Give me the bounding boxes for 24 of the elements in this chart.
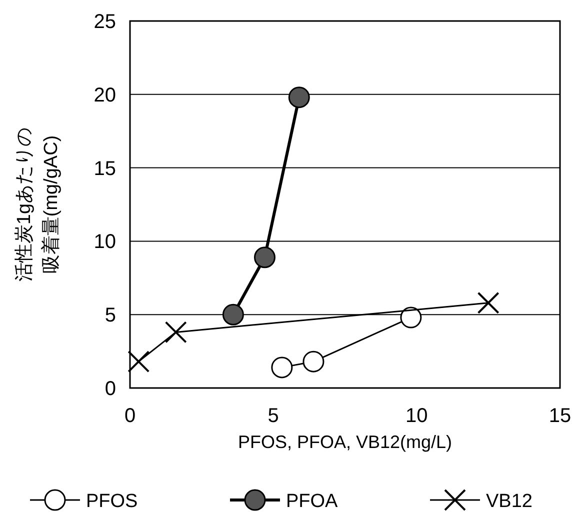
point: [222, 304, 244, 326]
point: [254, 246, 276, 268]
y-tick-label: 20: [94, 84, 116, 106]
legend-label: PFOS: [86, 491, 138, 512]
y-tick-label: 5: [104, 304, 116, 327]
x-tick-label: 0: [124, 405, 136, 427]
point: [271, 356, 293, 378]
point: [302, 350, 324, 372]
y-tick-label: 0: [104, 378, 116, 400]
point: [477, 292, 500, 314]
legend-label: PFOA: [286, 491, 338, 512]
y-tick-label: 15: [94, 158, 116, 180]
legend-label: VB12: [486, 491, 532, 512]
x-tick-label: 10: [406, 405, 428, 427]
point: [288, 86, 310, 108]
point: [164, 321, 187, 344]
x-tick-label: 15: [548, 405, 572, 427]
y-tick-label: 25: [94, 11, 116, 33]
x-tick-label: 5: [268, 405, 279, 427]
y-tick-label: 10: [94, 231, 116, 254]
point: [128, 350, 150, 373]
y-axis-title: 活性炭1gあたりの吸着量(mg/gAC): [14, 127, 62, 282]
x-axis-title: PFOS, PFOA, VB12(mg/L): [238, 432, 452, 452]
point: [400, 306, 422, 328]
